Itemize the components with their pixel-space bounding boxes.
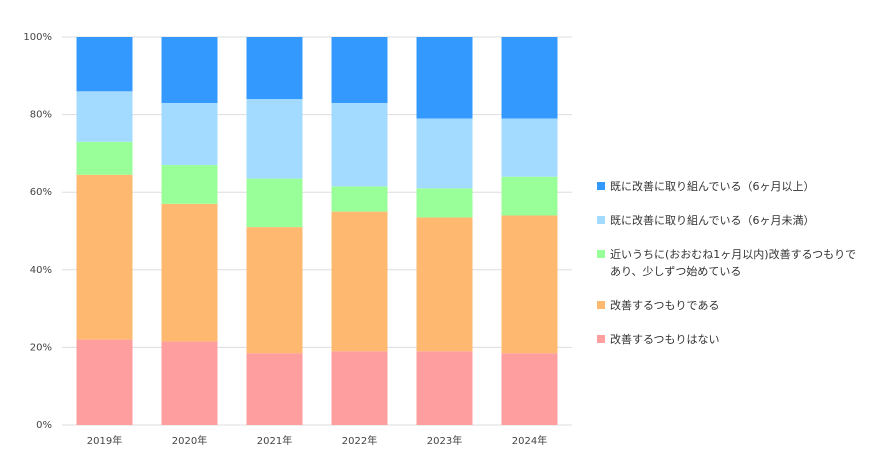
legend-label: 近いうちに(おおむね1ヶ月以内)改善するつもりであり、少しずつ始めている <box>610 248 857 278</box>
bar-segment <box>246 99 303 179</box>
legend-label: 改善するつもりはない <box>610 333 720 346</box>
legend-label: 既に改善に取り組んでいる（6ヶ月未満） <box>610 214 815 227</box>
x-tick-label: 2022年 <box>342 434 377 447</box>
bar-segment <box>501 215 558 354</box>
legend-item: 近いうちに(おおむね1ヶ月以内)改善するつもりであり、少しずつ始めている <box>597 246 857 280</box>
legend-item: 既に改善に取り組んでいる（6ヶ月未満） <box>597 212 857 229</box>
bar-segment <box>161 341 218 425</box>
bar-segment <box>416 351 473 425</box>
y-tick-label: 0% <box>36 420 52 431</box>
legend-label: 改善するつもりである <box>610 299 720 312</box>
bar-segment <box>331 102 388 187</box>
bar-segment <box>416 37 473 119</box>
bar-segment <box>501 118 558 177</box>
legend-swatch <box>597 216 605 224</box>
bar-segment <box>161 203 218 342</box>
y-tick-label: 20% <box>30 342 52 353</box>
bar-segment <box>76 91 133 142</box>
y-tick-label: 100% <box>23 32 52 43</box>
bar-segment <box>416 217 473 352</box>
bar-segment <box>76 339 133 425</box>
bar-segment <box>161 165 218 204</box>
x-tick-label: 2021年 <box>257 434 292 447</box>
legend-swatch <box>597 301 605 309</box>
y-tick-label: 60% <box>30 187 52 198</box>
legend-swatch <box>597 250 605 258</box>
legend-item: 既に改善に取り組んでいる（6ヶ月以上） <box>597 178 857 195</box>
bar-segment <box>331 351 388 425</box>
bar-segment <box>246 178 303 228</box>
x-tick-label: 2024年 <box>512 434 547 447</box>
x-tick-label: 2019年 <box>87 434 122 447</box>
bar-segment <box>76 174 133 340</box>
bar-segment <box>246 37 303 100</box>
legend-item: 改善するつもりである <box>597 297 857 314</box>
bar-segment <box>501 37 558 119</box>
bar-segment <box>331 186 388 212</box>
bar-segment <box>161 102 218 166</box>
bar-segment <box>161 37 218 103</box>
legend-item: 改善するつもりはない <box>597 331 857 348</box>
bar-segment <box>331 37 388 103</box>
bar-segment <box>416 118 473 189</box>
bar-segment <box>76 141 133 175</box>
bar-segment <box>331 211 388 352</box>
y-tick-label: 80% <box>30 110 52 121</box>
bar-segment <box>246 353 303 425</box>
legend-swatch <box>597 182 605 190</box>
bar-segment <box>76 37 133 92</box>
bar-segment <box>246 227 303 354</box>
legend-swatch <box>597 335 605 343</box>
legend: 既に改善に取り組んでいる（6ヶ月以上） 既に改善に取り組んでいる（6ヶ月未満） 近い… <box>597 178 857 365</box>
y-tick-label: 40% <box>30 265 52 276</box>
x-tick-label: 2020年 <box>172 434 207 447</box>
x-tick-label: 2023年 <box>427 434 462 447</box>
legend-label: 既に改善に取り組んでいる（6ヶ月以上） <box>610 180 815 193</box>
bar-segment <box>416 188 473 218</box>
bar-segment <box>501 353 558 425</box>
bar-segment <box>501 176 558 216</box>
